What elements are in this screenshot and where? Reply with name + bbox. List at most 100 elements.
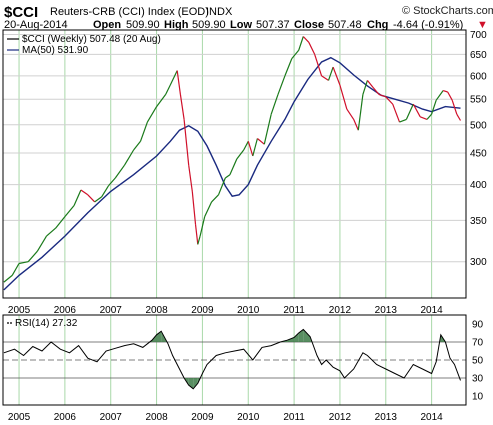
- price-segment: [435, 90, 444, 101]
- price-segment: [146, 106, 158, 123]
- price-segment: [277, 75, 286, 95]
- price-segment: [291, 49, 300, 59]
- rsi-y-tick-90: 90: [472, 320, 484, 331]
- chart-name: Reuters-CRB (CCI) Index (EOD): [50, 6, 209, 18]
- price-segment: [284, 58, 293, 77]
- price-x-tick-2008: 2008: [145, 305, 168, 316]
- rsi-x-tick-2013: 2013: [375, 412, 398, 423]
- price-legend: $CCI (Weekly) 507.48 (20 Aug) MA(50) 531…: [7, 34, 161, 56]
- price-segment: [165, 84, 171, 95]
- price-segment: [204, 201, 213, 217]
- price-segment: [247, 141, 254, 157]
- price-segment: [378, 93, 386, 98]
- rsi-panel-frame: [2, 314, 467, 406]
- legend-price-label: $CCI (Weekly) 507.48 (20 Aug): [22, 34, 161, 45]
- price-y-tick-400: 400: [470, 180, 487, 191]
- price-segment: [36, 235, 48, 252]
- price-segment: [55, 216, 66, 229]
- header-open-label: Open: [93, 19, 121, 31]
- price-segment: [357, 94, 364, 131]
- price-segment: [442, 90, 448, 93]
- chart-symbol: $CCI: [4, 4, 38, 21]
- price-segment: [456, 113, 462, 121]
- brand-logo: © StockCharts.com: [402, 5, 493, 17]
- price-y-tick-600: 600: [470, 71, 487, 82]
- price-segment: [197, 235, 201, 245]
- price-segment: [73, 189, 82, 206]
- price-segment: [46, 227, 57, 237]
- price-x-tick-2005: 2005: [8, 305, 31, 316]
- price-segment: [451, 100, 458, 115]
- header-chg-arrow: ▼: [477, 19, 488, 31]
- price-segment: [431, 100, 437, 115]
- price-segment: [385, 96, 394, 105]
- price-segment: [80, 189, 89, 196]
- price-x-axis: 2005 2006 2007 2008 2009 2010 2011 2012 2013 2014: [8, 305, 443, 316]
- rsi-y-tick-30: 30: [472, 374, 484, 385]
- rsi-x-tick-2009: 2009: [191, 412, 214, 423]
- rsi-overbought-fill: [294, 333, 299, 342]
- rsi-x-tick-2006: 2006: [54, 412, 77, 423]
- price-segment: [188, 165, 193, 192]
- price-segment: [236, 149, 245, 160]
- price-segment: [179, 94, 185, 120]
- rsi-overbought-fill: [303, 329, 311, 342]
- price-segment: [229, 158, 238, 175]
- price-panel: 300 350 400 450 500 550 600 650 700 $CCI (Weekly…: [2, 29, 487, 299]
- price-panel-frame: [2, 29, 467, 299]
- price-segment: [346, 108, 355, 120]
- rsi-x-tick-2011: 2011: [283, 412, 305, 423]
- rsi-x-tick-2008: 2008: [145, 412, 168, 423]
- price-x-tick-2006: 2006: [54, 305, 77, 316]
- price-segment: [211, 194, 219, 203]
- price-segment: [156, 94, 167, 107]
- price-x-tick-2013: 2013: [375, 305, 398, 316]
- rsi-x-tick-2010: 2010: [237, 412, 260, 423]
- price-segment: [302, 36, 310, 43]
- price-y-tick-350: 350: [470, 216, 487, 227]
- price-segment: [339, 84, 348, 110]
- rsi-y-tick-50: 50: [472, 356, 484, 367]
- price-segment: [27, 250, 38, 263]
- price-segment: [114, 164, 125, 179]
- legend-rsi-label: RSI(14) 27.32: [15, 318, 78, 329]
- price-segment: [101, 185, 109, 198]
- price-segment: [372, 86, 380, 95]
- price-segment: [64, 205, 75, 217]
- price-segment: [405, 103, 414, 120]
- price-segment: [399, 118, 407, 123]
- price-segment: [298, 36, 304, 51]
- price-segment: [270, 94, 279, 115]
- price-segment: [252, 138, 258, 157]
- header-date: 20-Aug-2014: [4, 19, 68, 31]
- price-x-tick-2010: 2010: [237, 305, 260, 316]
- price-segment: [139, 121, 148, 142]
- price-segment: [123, 149, 135, 166]
- price-segment: [257, 138, 265, 145]
- price-x-tick-2011: 2011: [283, 305, 305, 316]
- header-close-label: Close: [294, 19, 324, 31]
- price-segment: [18, 261, 29, 265]
- rsi-x-tick-2005: 2005: [8, 412, 31, 423]
- rsi-x-tick-2012: 2012: [329, 412, 352, 423]
- price-segment: [412, 103, 421, 118]
- rsi-x-tick-2014: 2014: [420, 412, 443, 423]
- rsi-x-tick-2007: 2007: [100, 412, 123, 423]
- price-segment: [362, 80, 368, 95]
- rsi-y-tick-70: 70: [472, 338, 484, 349]
- price-y-tick-650: 650: [470, 50, 487, 61]
- price-segment: [321, 75, 329, 81]
- price-segment: [169, 70, 178, 86]
- price-segment: [327, 66, 334, 81]
- price-segment: [194, 224, 199, 245]
- price-x-tick-2007: 2007: [100, 305, 123, 316]
- price-segment: [191, 191, 197, 225]
- price-segment: [353, 119, 359, 131]
- price-segment: [217, 177, 226, 196]
- rsi-panel: 10 30 50 70 90 RSI(14) 27.32: [2, 314, 484, 406]
- header-high: 509.90: [192, 19, 226, 31]
- price-segment: [199, 216, 206, 237]
- rsi-y-tick-10: 10: [472, 392, 484, 403]
- price-segment: [94, 196, 102, 203]
